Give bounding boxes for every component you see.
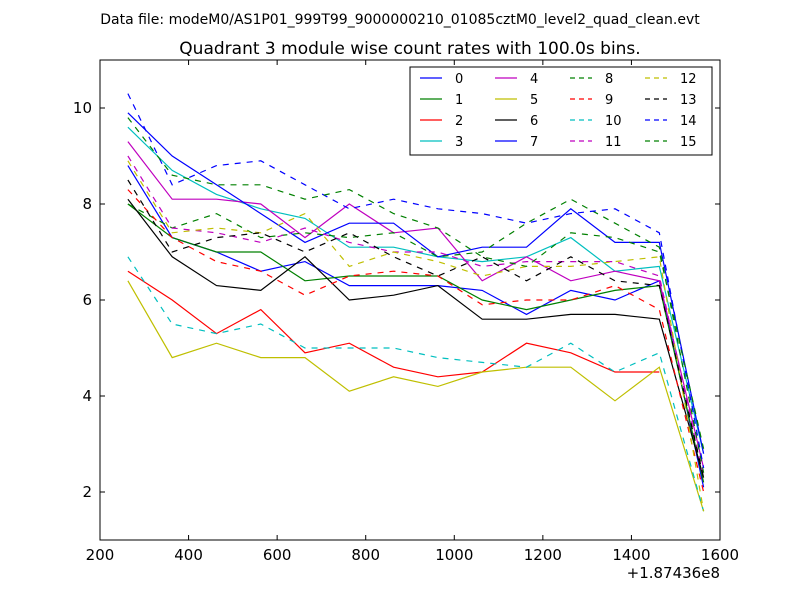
y-tick-label: 4 <box>82 387 92 405</box>
legend-label-12: 12 <box>680 72 697 87</box>
legend-label-2: 2 <box>455 114 463 129</box>
legend-label-11: 11 <box>605 135 622 150</box>
legend-label-8: 8 <box>605 72 613 87</box>
x-tick-label: 800 <box>351 546 380 564</box>
y-tick-label: 2 <box>82 483 92 501</box>
x-tick-label: 1600 <box>701 546 739 564</box>
series-line-4 <box>127 141 705 469</box>
legend-label-7: 7 <box>530 135 538 150</box>
x-tick-label: 1400 <box>612 546 650 564</box>
series-line-0 <box>127 165 705 488</box>
y-tick-label: 6 <box>82 291 92 309</box>
series-line-6 <box>127 198 705 478</box>
series-line-9 <box>127 189 705 493</box>
legend-frame <box>409 66 713 156</box>
series-line-12 <box>127 160 705 512</box>
series-line-15 <box>127 117 705 449</box>
x-tick-label: 1000 <box>435 546 473 564</box>
figure-suptitle: Data file: modeM0/AS1P01_999T99_90000002… <box>100 12 700 28</box>
y-tick-label: 8 <box>82 195 92 213</box>
series-line-10 <box>127 256 705 512</box>
x-tick-label: 1200 <box>524 546 562 564</box>
series-line-11 <box>127 155 705 478</box>
chart-title: Quadrant 3 module wise count rates with … <box>179 39 640 59</box>
y-axis: 2 4 6 8 10 <box>73 99 720 501</box>
series-line-14 <box>127 93 705 469</box>
y-tick-label: 10 <box>73 99 92 117</box>
series-line-3 <box>127 126 705 454</box>
series-line-1 <box>127 203 705 483</box>
legend-label-6: 6 <box>530 114 538 129</box>
legend-label-4: 4 <box>530 72 538 87</box>
legend-label-15: 15 <box>680 135 697 150</box>
legend-label-13: 13 <box>680 93 697 108</box>
legend-label-0: 0 <box>455 72 463 87</box>
x-tick-label: 400 <box>174 546 203 564</box>
x-tick-label: 200 <box>86 546 115 564</box>
legend-label-1: 1 <box>455 93 463 108</box>
series-line-5 <box>127 280 705 512</box>
x-axis-offset-label: +1.87436e8 <box>627 564 720 582</box>
legend-label-14: 14 <box>680 114 697 129</box>
legend-label-5: 5 <box>530 93 538 108</box>
legend-label-9: 9 <box>605 93 613 108</box>
x-axis: 200 400 600 800 1000 1200 1400 1600 <box>86 60 739 564</box>
x-tick-label: 600 <box>263 546 292 564</box>
series-layer <box>127 93 705 512</box>
series-line-8 <box>127 198 705 473</box>
legend-label-10: 10 <box>605 114 622 129</box>
legend-label-3: 3 <box>455 135 463 150</box>
